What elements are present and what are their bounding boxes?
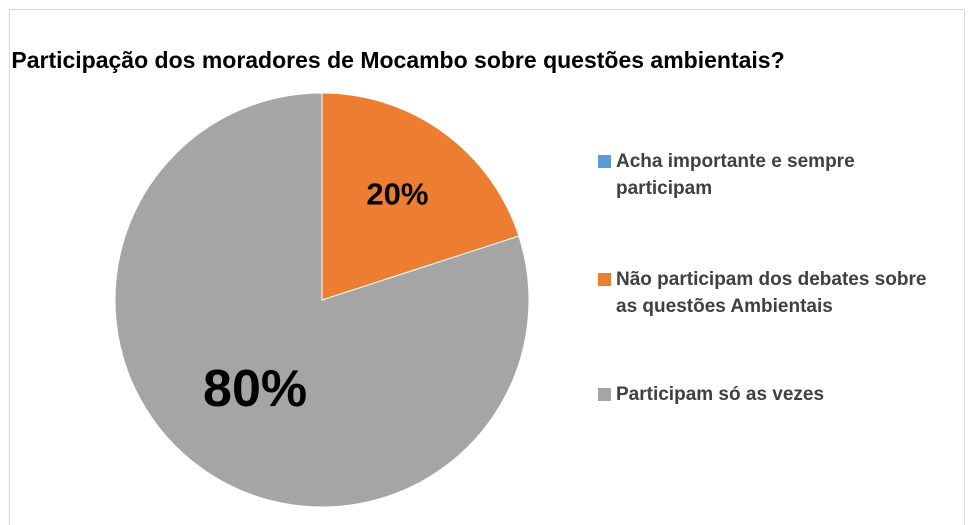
- legend-swatch: [598, 388, 611, 401]
- legend-label: Acha importante e sempre participam: [616, 151, 855, 199]
- legend-swatch: [598, 155, 611, 168]
- legend-item: Não participam dos debates sobre as ques…: [598, 266, 938, 320]
- pie-slice: [321, 92, 520, 301]
- data-label: 20%: [366, 176, 428, 211]
- legend-label: Participam só as vezes: [616, 384, 825, 405]
- chart-title: Participação dos moradores de Mocambo so…: [11, 47, 784, 73]
- legend-swatch: [598, 273, 611, 286]
- legend-item: Acha importante e sempre participam: [598, 148, 938, 202]
- legend-item: Participam só as vezes: [598, 381, 938, 408]
- legend-label: Não participam dos debates sobre as ques…: [616, 269, 927, 317]
- pie-slice: [114, 92, 530, 508]
- data-label: 80%: [203, 360, 307, 418]
